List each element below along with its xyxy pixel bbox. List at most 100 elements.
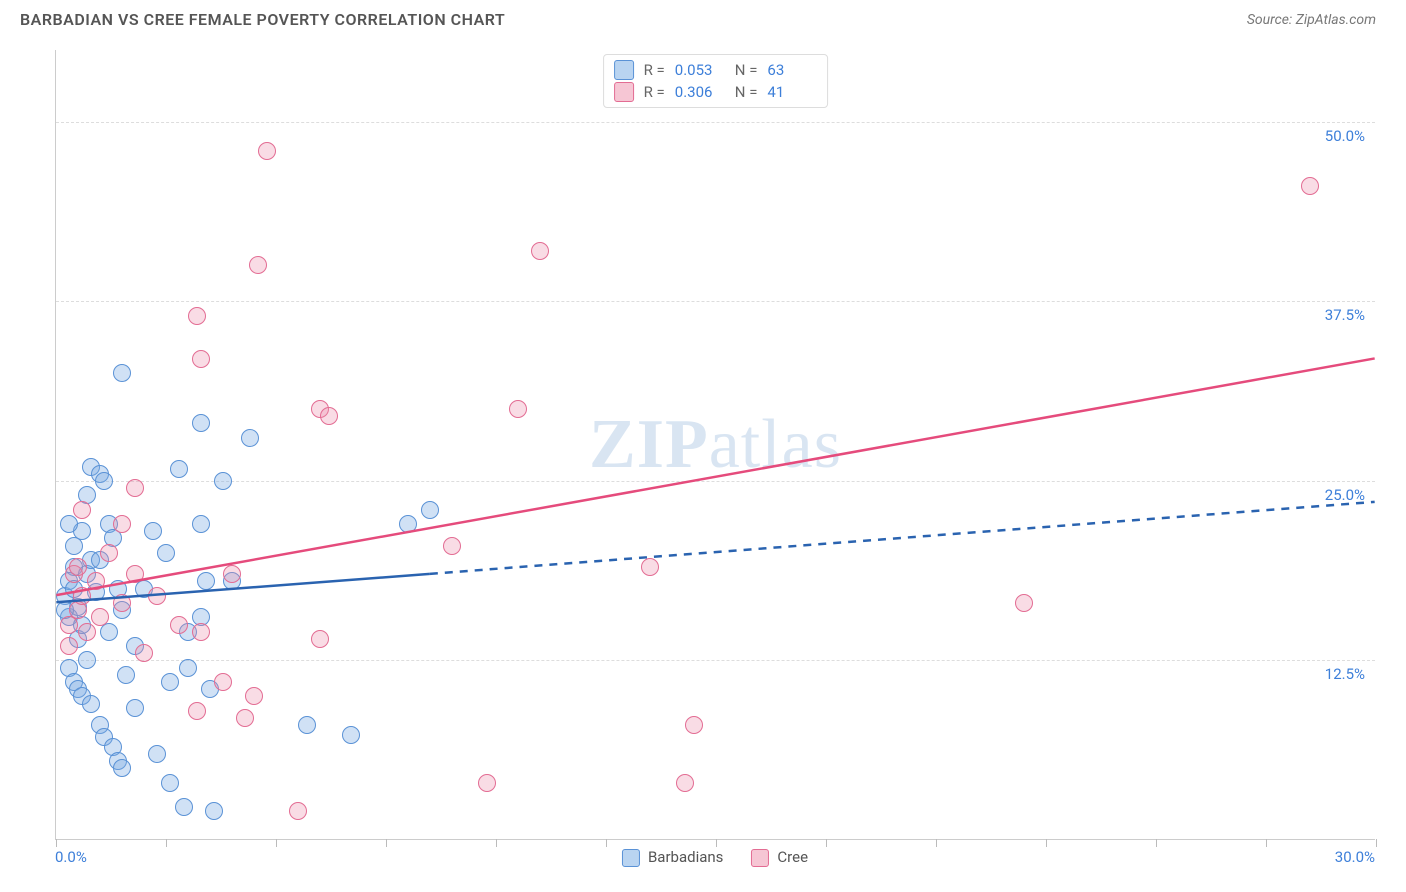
legend-r-value: 0.053: [675, 61, 725, 79]
scatter-point: [214, 472, 232, 490]
scatter-point: [126, 565, 144, 583]
scatter-point: [78, 623, 96, 641]
scatter-point: [82, 695, 100, 713]
scatter-point: [157, 544, 175, 562]
scatter-point: [478, 774, 496, 792]
x-tick: [386, 839, 387, 847]
source-text: Source: ZipAtlas.com: [1247, 12, 1376, 28]
legend-swatch: [614, 82, 634, 102]
scatter-point: [144, 522, 162, 540]
scatter-point: [170, 616, 188, 634]
scatter-point: [289, 802, 307, 820]
x-tick: [1266, 839, 1267, 847]
scatter-point: [113, 515, 131, 533]
scatter-point: [179, 659, 197, 677]
x-tick: [1376, 839, 1377, 847]
scatter-point: [245, 687, 263, 705]
legend-series: Barbadians Cree: [622, 848, 808, 867]
legend-n-value: 41: [767, 83, 817, 101]
legend-correlation: R =0.053N =63R =0.306N =41: [603, 54, 829, 108]
chart-plot-area: ZIPatlas R =0.053N =63R =0.306N =41 12.5…: [55, 50, 1375, 840]
x-tick: [826, 839, 827, 847]
scatter-point: [192, 623, 210, 641]
scatter-point: [311, 630, 329, 648]
scatter-point: [148, 587, 166, 605]
legend-label: Barbadians: [648, 848, 723, 866]
scatter-point: [685, 716, 703, 734]
x-tick: [496, 839, 497, 847]
scatter-point: [1301, 177, 1319, 195]
scatter-point: [509, 400, 527, 418]
gridline-h: [56, 301, 1375, 302]
scatter-point: [249, 256, 267, 274]
x-tick: [276, 839, 277, 847]
x-min-label: 0.0%: [55, 848, 87, 866]
gridline-h: [56, 122, 1375, 123]
legend-r-label: R =: [644, 61, 665, 79]
scatter-point: [100, 544, 118, 562]
scatter-point: [87, 572, 105, 590]
y-tick-label: 50.0%: [1325, 127, 1365, 145]
legend-n-value: 63: [767, 61, 817, 79]
legend-label: Cree: [777, 848, 808, 866]
legend-swatch: [622, 849, 640, 867]
legend-r-value: 0.306: [675, 83, 725, 101]
x-tick: [716, 839, 717, 847]
scatter-point: [192, 414, 210, 432]
scatter-point: [95, 472, 113, 490]
scatter-point: [175, 798, 193, 816]
scatter-point: [170, 460, 188, 478]
x-max-label: 30.0%: [1335, 848, 1375, 866]
scatter-point: [73, 501, 91, 519]
scatter-point: [443, 537, 461, 555]
legend-n-label: N =: [735, 61, 758, 79]
legend-swatch: [614, 60, 634, 80]
scatter-point: [188, 307, 206, 325]
y-tick-label: 25.0%: [1325, 486, 1365, 504]
legend-swatch: [751, 849, 769, 867]
scatter-point: [148, 745, 166, 763]
scatter-point: [113, 759, 131, 777]
scatter-point: [399, 515, 417, 533]
scatter-point: [342, 726, 360, 744]
x-tick: [166, 839, 167, 847]
scatter-point: [113, 364, 131, 382]
scatter-point: [421, 501, 439, 519]
scatter-point: [214, 673, 232, 691]
scatter-point: [113, 594, 131, 612]
scatter-point: [161, 673, 179, 691]
scatter-point: [676, 774, 694, 792]
x-tick: [1046, 839, 1047, 847]
scatter-point: [236, 709, 254, 727]
scatter-point: [60, 637, 78, 655]
y-tick-label: 12.5%: [1325, 665, 1365, 683]
scatter-point: [320, 407, 338, 425]
scatter-point: [197, 572, 215, 590]
scatter-point: [135, 644, 153, 662]
legend-item: Barbadians: [622, 848, 723, 867]
x-tick: [56, 839, 57, 847]
scatter-point: [188, 702, 206, 720]
scatter-point: [161, 774, 179, 792]
scatter-point: [205, 802, 223, 820]
scatter-point: [298, 716, 316, 734]
legend-row: R =0.306N =41: [614, 81, 818, 103]
scatter-point: [126, 699, 144, 717]
scatter-point: [73, 587, 91, 605]
scatter-point: [1015, 594, 1033, 612]
scatter-point: [223, 565, 241, 583]
scatter-point: [60, 515, 78, 533]
scatter-point: [78, 651, 96, 669]
scatter-point: [117, 666, 135, 684]
scatter-point: [69, 558, 87, 576]
scatter-point: [126, 479, 144, 497]
legend-item: Cree: [751, 848, 808, 867]
gridline-h: [56, 481, 1375, 482]
watermark: ZIPatlas: [589, 405, 842, 485]
scatter-point: [531, 242, 549, 260]
legend-r-label: R =: [644, 83, 665, 101]
gridline-h: [56, 660, 1375, 661]
scatter-point: [192, 350, 210, 368]
scatter-point: [241, 429, 259, 447]
chart-title: BARBADIAN VS CREE FEMALE POVERTY CORRELA…: [20, 10, 505, 29]
